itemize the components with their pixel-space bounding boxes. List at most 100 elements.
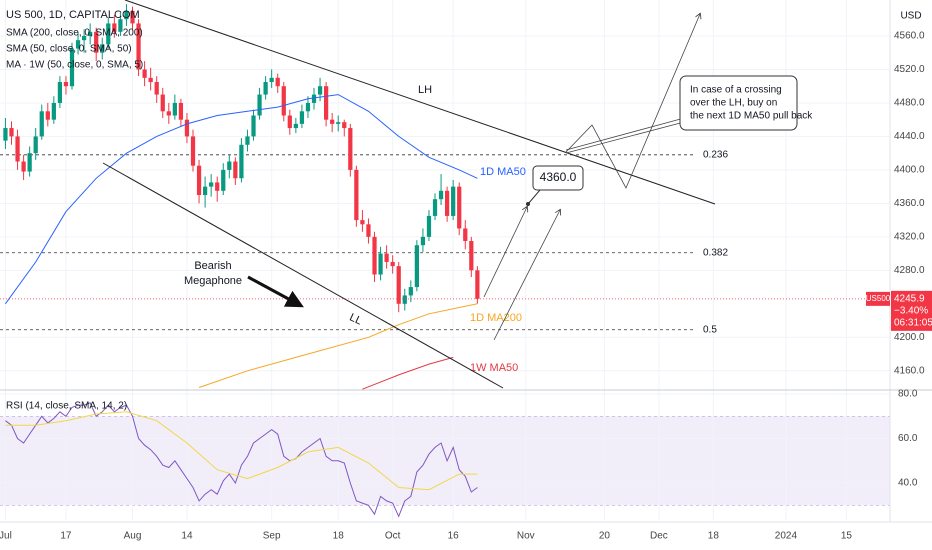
moving-average [198, 303, 478, 388]
candle-body [330, 119, 335, 124]
fib-label: 0.5 [703, 324, 717, 335]
symbol-tag: US500 [866, 294, 891, 303]
candle-body [311, 94, 317, 103]
candle-body [336, 122, 341, 124]
y-tick-label: 4200.0 [894, 332, 925, 343]
currency: USD [900, 11, 921, 22]
note-text: the next 1D MA50 pull back [690, 111, 813, 122]
candle-body [172, 102, 177, 116]
candle-body [299, 111, 305, 124]
candle-body [402, 295, 407, 304]
candle-body [323, 86, 329, 120]
candle-body [269, 77, 274, 83]
candle-body [420, 236, 426, 246]
projection-arrow [483, 207, 527, 298]
x-tick-label: Dec [650, 531, 668, 542]
candle-body [426, 215, 432, 237]
x-tick-label: Oct [385, 531, 401, 542]
candle-body [348, 128, 353, 170]
x-tick-label: 17 [60, 531, 72, 542]
candle-body [360, 220, 365, 225]
candle-body [445, 190, 450, 216]
x-tick-label: Nov [517, 531, 535, 542]
y-tick-label: 4400.0 [894, 165, 925, 176]
x-tick-label: 20 [599, 531, 611, 542]
candle-body [160, 94, 165, 112]
x-tick-label: Sep [263, 531, 281, 542]
note-text: In case of a crossing [690, 85, 782, 96]
symbol-title: US 500, 1D, CAPITALCOM [6, 9, 140, 21]
candle-body [390, 261, 395, 267]
candle-body [227, 161, 232, 170]
y-tick-label: 4280.0 [894, 265, 925, 276]
candle-body [45, 111, 50, 120]
x-tick-label: 14 [181, 531, 193, 542]
candle-body [202, 186, 208, 195]
note-box [679, 75, 798, 131]
y-tick-label: 4560.0 [894, 31, 925, 42]
candle-body [57, 82, 63, 103]
candle-body [469, 241, 474, 271]
candle-body [396, 266, 401, 304]
candle-body [184, 119, 190, 137]
candle-body [51, 102, 56, 120]
moving-average [362, 356, 454, 390]
x-tick-label: 18 [333, 531, 345, 542]
y-tick-label: 60.0 [898, 433, 918, 444]
y-tick-label: 4320.0 [894, 231, 925, 242]
candle-body [142, 69, 147, 78]
indicator-legend: SMA (50, close, 0, SMA, 50) [6, 44, 132, 55]
candle-body [263, 82, 268, 95]
candle-body [130, 10, 135, 24]
zigzag-path [565, 14, 700, 189]
price-tag: 4245.9 [894, 294, 925, 305]
candle-body [281, 86, 286, 116]
callout-pointer [565, 120, 689, 154]
y-tick-label: 4440.0 [894, 131, 925, 142]
symbol-tag-box [866, 291, 890, 306]
projection-arrow [493, 210, 560, 341]
indicator-legend: MA · 1W (50, close, 0, SMA, 5) [6, 60, 143, 71]
y-tick-label: 4480.0 [894, 98, 925, 109]
candle-body [196, 165, 202, 195]
candle-body [75, 40, 81, 49]
candle-body [287, 115, 292, 129]
candle-body [457, 186, 462, 229]
candle-body [69, 48, 75, 87]
candle-body [9, 128, 14, 137]
candle-body [27, 153, 32, 172]
candle-body [81, 35, 87, 41]
candle-body [245, 136, 250, 145]
candle-body [275, 77, 280, 87]
y-tick-label: 4520.0 [894, 64, 925, 75]
candle-body [3, 128, 8, 141]
lh-trendline [124, 0, 716, 205]
candle-body [475, 270, 480, 299]
candle-body [63, 82, 69, 87]
candle-body [112, 23, 117, 32]
rsi-band [0, 416, 890, 506]
y-tick-label: 40.0 [898, 478, 918, 489]
price-tag-box [891, 290, 932, 331]
candle-body [88, 31, 93, 36]
rsi-legend: RSI (14, close, SMA, 14, 2) [6, 401, 127, 412]
candle-body [305, 102, 311, 112]
y-tick-label: 4360.0 [894, 198, 925, 209]
candle-body [317, 86, 323, 95]
target-dot [526, 202, 530, 206]
ll-label: LL [348, 311, 364, 327]
megaphone-arrow [247, 275, 304, 308]
target-label: 4360.0 [540, 170, 577, 184]
candle-body [118, 19, 123, 32]
candle-body [342, 122, 347, 129]
candle-body [463, 228, 468, 242]
x-tick-label: 2024 [775, 531, 798, 542]
candle-body [39, 111, 44, 137]
candle-body [215, 182, 220, 191]
fib-label: 0.236 [703, 149, 728, 160]
candle-body [257, 94, 262, 116]
candle-body [408, 287, 413, 296]
candle-body [293, 123, 298, 129]
